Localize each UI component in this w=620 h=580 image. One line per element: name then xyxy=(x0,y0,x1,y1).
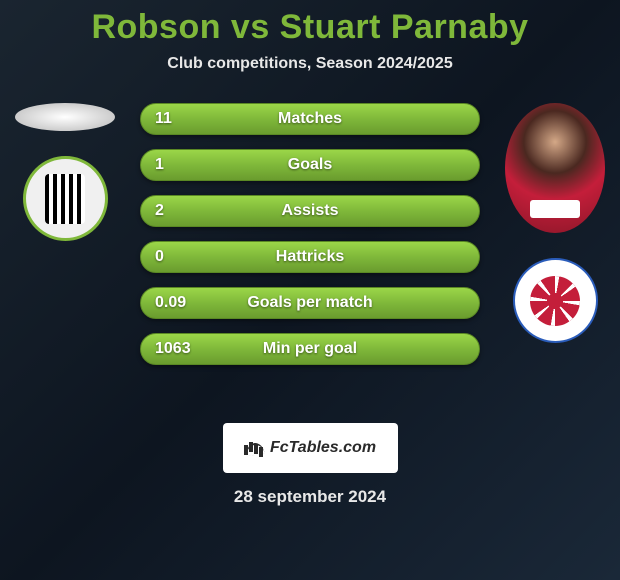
stat-value: 2 xyxy=(155,202,215,220)
left-player-column xyxy=(10,103,120,241)
stat-label: Hattricks xyxy=(276,248,344,266)
stat-row-goals-per-match: 0.09 Goals per match xyxy=(140,287,480,319)
stat-row-assists: 2 Assists xyxy=(140,195,480,227)
page-title: Robson vs Stuart Parnaby xyxy=(0,0,620,47)
club-logo-right xyxy=(513,258,598,343)
stat-label: Goals xyxy=(288,156,332,174)
comparison-panel: 11 Matches 1 Goals 2 Assists 0 Hattricks… xyxy=(0,103,620,403)
date-label: 28 september 2024 xyxy=(0,487,620,507)
right-player-column xyxy=(500,103,610,343)
stat-value: 1 xyxy=(155,156,215,174)
stat-label: Min per goal xyxy=(263,340,357,358)
stat-label: Goals per match xyxy=(247,294,372,312)
stat-value: 1063 xyxy=(155,340,215,358)
stat-row-hattricks: 0 Hattricks xyxy=(140,241,480,273)
brand-text: FcTables.com xyxy=(270,439,376,457)
brand-badge[interactable]: FcTables.com xyxy=(223,423,398,473)
stat-row-min-per-goal: 1063 Min per goal xyxy=(140,333,480,365)
chart-icon xyxy=(244,437,266,459)
club-logo-left xyxy=(23,156,108,241)
player-photo-right xyxy=(505,103,605,233)
stat-value: 11 xyxy=(155,110,215,128)
stat-label: Assists xyxy=(282,202,339,220)
stat-row-matches: 11 Matches xyxy=(140,103,480,135)
player-photo-left xyxy=(15,103,115,131)
stats-list: 11 Matches 1 Goals 2 Assists 0 Hattricks… xyxy=(140,103,480,365)
stat-row-goals: 1 Goals xyxy=(140,149,480,181)
stat-label: Matches xyxy=(278,110,342,128)
subtitle: Club competitions, Season 2024/2025 xyxy=(0,55,620,73)
stat-value: 0.09 xyxy=(155,294,215,312)
stat-value: 0 xyxy=(155,248,215,266)
